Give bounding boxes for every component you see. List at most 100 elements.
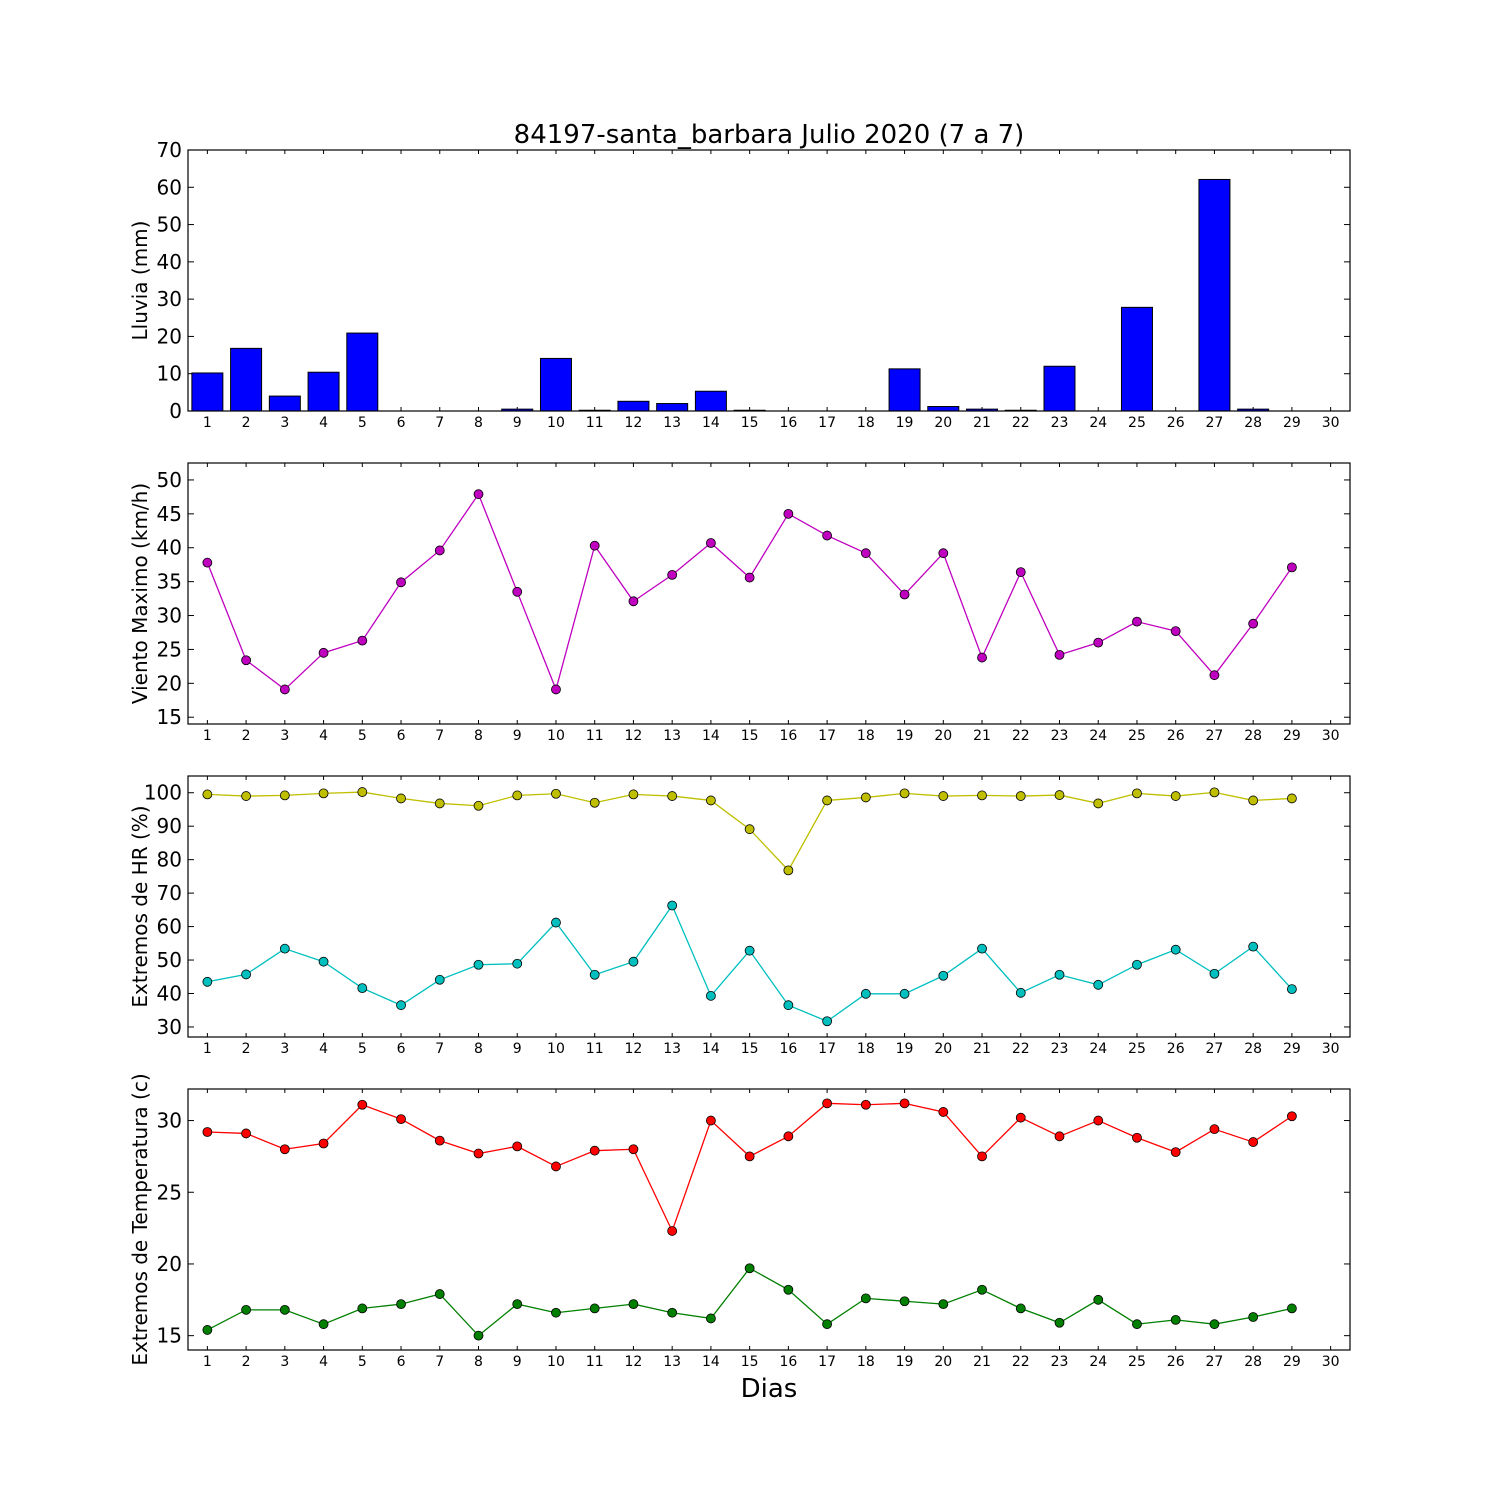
data-point (1209, 787, 1220, 798)
x-tick-label: 9 (513, 728, 522, 744)
data-point (1248, 941, 1259, 952)
x-tick-label: 8 (474, 728, 483, 744)
data-point (473, 1330, 484, 1341)
x-tick-label: 3 (280, 415, 289, 431)
x-tick-label: 8 (474, 415, 483, 431)
data-point (434, 1289, 445, 1299)
x-tick-label: 20 (934, 415, 952, 431)
y-tick-label: 45 (157, 502, 182, 526)
y-tick-label: 20 (157, 324, 182, 348)
data-point (706, 990, 716, 1001)
x-tick-label: 23 (1051, 1041, 1069, 1057)
data-point (860, 1293, 871, 1304)
x-tick-label: 2 (242, 1354, 251, 1370)
y-tick-label: 20 (157, 671, 182, 695)
data-point (1132, 616, 1142, 627)
data-point (667, 1226, 678, 1236)
series-line (207, 1267, 1293, 1337)
x-tick-label: 21 (973, 415, 991, 431)
x-tick-label: 20 (934, 1041, 952, 1057)
x-tick-label: 15 (741, 728, 759, 744)
data-point (279, 1304, 290, 1315)
data-point (899, 788, 910, 799)
data-point (1287, 1111, 1297, 1122)
data-point (1093, 798, 1104, 809)
data-point (512, 1141, 523, 1152)
x-tick-label: 17 (818, 415, 836, 431)
data-point (744, 1151, 755, 1162)
data-point (783, 1131, 794, 1142)
x-tick-label: 13 (663, 1354, 681, 1370)
x-tick-label: 14 (702, 415, 720, 431)
x-tick-label: 9 (513, 415, 522, 431)
data-point (628, 956, 639, 967)
x-tick-label: 3 (280, 1354, 289, 1370)
y-tick-label: 15 (157, 705, 182, 729)
x-tick-label: 27 (1206, 728, 1224, 744)
y-tick-label: 50 (157, 213, 182, 237)
data-point (899, 988, 910, 999)
data-point (1015, 567, 1026, 578)
x-tick-label: 14 (702, 1354, 720, 1370)
x-tick-label: 9 (513, 1041, 522, 1057)
x-tick-label: 4 (319, 1041, 328, 1057)
x-tick-label: 18 (857, 728, 875, 744)
data-point (202, 789, 213, 800)
x-tick-label: 6 (397, 1041, 406, 1057)
data-point (1170, 1314, 1181, 1325)
x-tick-label: 28 (1244, 415, 1262, 431)
data-point (628, 1144, 639, 1155)
x-tick-label: 13 (663, 1041, 681, 1057)
x-tick-label: 21 (973, 1041, 991, 1057)
x-tick-label: 16 (779, 1041, 797, 1057)
y-tick-label: 60 (157, 915, 182, 939)
data-point (783, 865, 794, 876)
data-point (357, 635, 368, 646)
x-tick-label: 20 (934, 728, 952, 744)
data-point (1015, 1303, 1026, 1314)
x-tick-label: 22 (1012, 1041, 1030, 1057)
bar (346, 332, 379, 412)
x-tick-label: 22 (1012, 728, 1030, 744)
x-tick-label: 8 (474, 1041, 483, 1057)
data-point (1132, 1319, 1142, 1330)
x-tick-label: 21 (973, 1354, 991, 1370)
data-point (744, 945, 755, 956)
x-tick-label: 4 (319, 415, 328, 431)
x-tick-label: 15 (741, 1041, 759, 1057)
data-point (667, 791, 678, 801)
x-tick-label: 30 (1322, 1354, 1340, 1370)
data-point (589, 1145, 600, 1156)
bar (888, 368, 921, 412)
data-point (357, 1099, 368, 1110)
x-tick-label: 26 (1167, 1041, 1185, 1057)
x-tick-label: 29 (1283, 728, 1301, 744)
data-point (977, 1151, 987, 1162)
x-tick-label: 11 (586, 728, 604, 744)
data-point (1132, 788, 1142, 799)
x-tick-label: 27 (1206, 1354, 1224, 1370)
x-tick-label: 4 (319, 1354, 328, 1370)
bar (694, 390, 727, 412)
x-tick-label: 23 (1051, 728, 1069, 744)
data-point (1209, 1124, 1220, 1135)
data-point (318, 1319, 329, 1330)
y-tick-label: 25 (157, 637, 182, 661)
axes-frame (187, 149, 1351, 412)
x-tick-label: 16 (779, 1354, 797, 1370)
data-point (1248, 1137, 1259, 1147)
y-tick-label: 25 (157, 1180, 182, 1204)
series-1 (202, 489, 1297, 695)
x-tick-label: 15 (741, 415, 759, 431)
data-point (1132, 959, 1142, 970)
y-tick-label: 30 (157, 1109, 182, 1133)
x-tick-label: 24 (1089, 1354, 1107, 1370)
bar (539, 357, 572, 412)
data-point (241, 1128, 252, 1139)
data-point (822, 1319, 832, 1330)
series-line (206, 492, 1293, 692)
data-point (977, 652, 987, 663)
x-tick-label: 22 (1012, 415, 1030, 431)
x-tick-label: 12 (625, 1354, 643, 1370)
